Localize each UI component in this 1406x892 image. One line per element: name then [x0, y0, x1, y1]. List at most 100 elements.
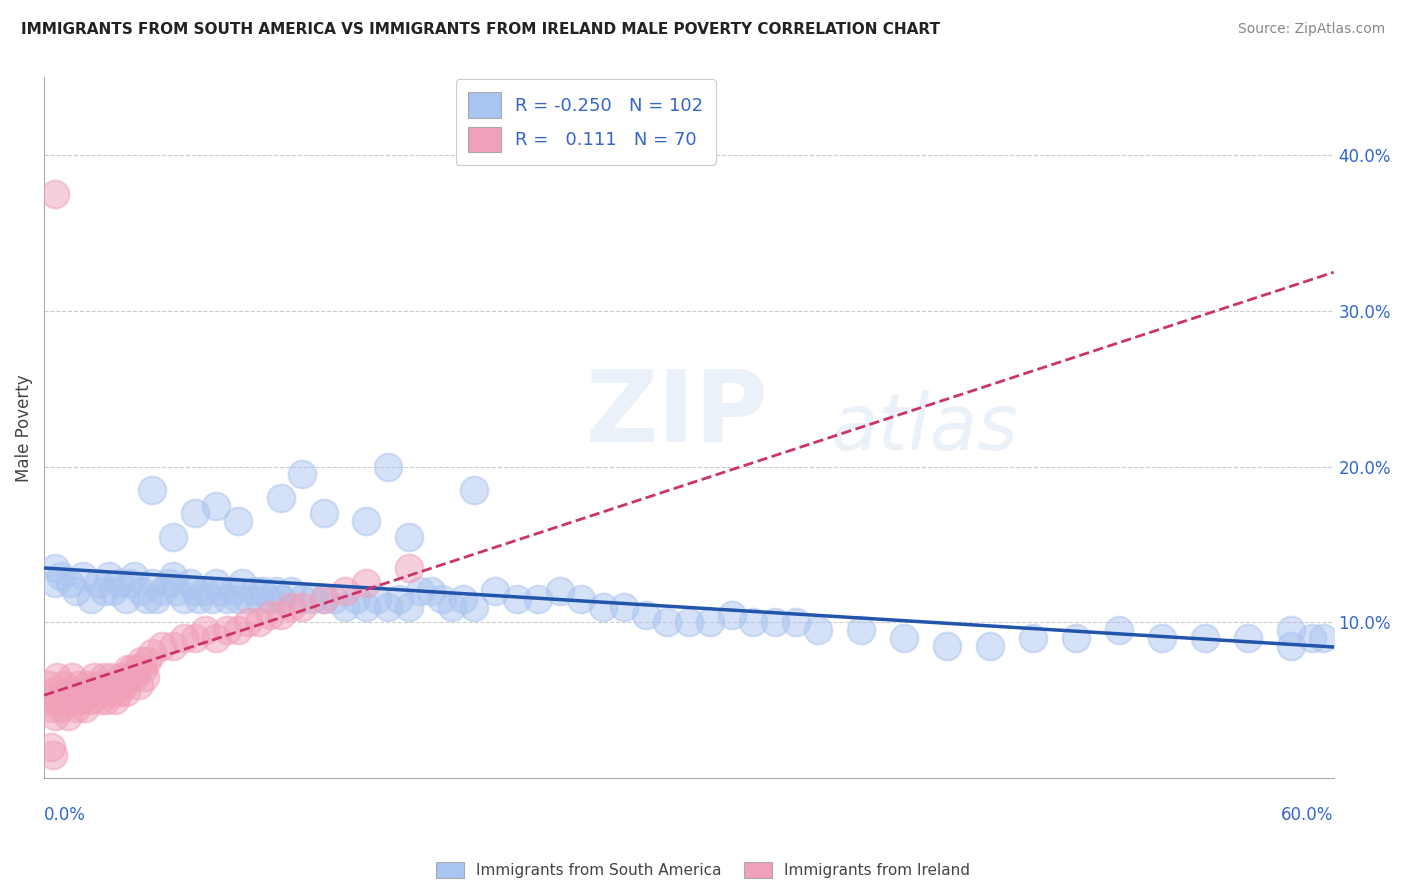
Point — [238, 591, 260, 606]
Point — [39, 739, 62, 754]
Point — [807, 623, 830, 637]
Point — [51, 701, 73, 715]
Point — [333, 599, 356, 614]
Legend: Immigrants from South America, Immigrants from Ireland: Immigrants from South America, Immigrant… — [430, 856, 976, 884]
Point — [592, 599, 614, 614]
Point — [44, 576, 66, 591]
Point — [69, 693, 91, 707]
Point — [150, 584, 173, 599]
Point — [80, 591, 103, 606]
Point — [430, 591, 453, 606]
Point — [96, 693, 118, 707]
Point — [356, 576, 378, 591]
Point — [226, 514, 249, 528]
Point — [441, 599, 464, 614]
Text: Source: ZipAtlas.com: Source: ZipAtlas.com — [1237, 22, 1385, 37]
Point — [46, 670, 69, 684]
Point — [247, 615, 270, 630]
Point — [657, 615, 679, 630]
Point — [215, 591, 238, 606]
Point — [41, 747, 63, 762]
Point — [247, 591, 270, 606]
Point — [141, 647, 163, 661]
Point — [209, 584, 232, 599]
Point — [150, 639, 173, 653]
Point — [571, 591, 593, 606]
Point — [259, 607, 281, 622]
Point — [231, 576, 253, 591]
Point — [527, 591, 550, 606]
Point — [67, 677, 90, 691]
Point — [173, 631, 195, 645]
Point — [270, 591, 292, 606]
Point — [48, 693, 70, 707]
Point — [65, 584, 87, 599]
Point — [136, 591, 159, 606]
Point — [205, 499, 228, 513]
Point — [55, 685, 77, 699]
Point — [377, 599, 399, 614]
Point — [120, 576, 142, 591]
Point — [1279, 639, 1302, 653]
Point — [280, 599, 302, 614]
Point — [1108, 623, 1130, 637]
Point — [145, 591, 167, 606]
Point — [420, 584, 443, 599]
Point — [463, 599, 485, 614]
Text: atlas: atlas — [831, 390, 1018, 466]
Point — [84, 685, 107, 699]
Point — [114, 591, 136, 606]
Point — [100, 670, 122, 684]
Point — [162, 530, 184, 544]
Point — [252, 584, 274, 599]
Point — [409, 584, 432, 599]
Point — [83, 670, 105, 684]
Point — [51, 568, 73, 582]
Point — [301, 591, 323, 606]
Point — [124, 568, 146, 582]
Point — [398, 561, 420, 575]
Point — [114, 685, 136, 699]
Point — [270, 491, 292, 505]
Point — [63, 685, 86, 699]
Point — [72, 568, 94, 582]
Text: 60.0%: 60.0% — [1281, 806, 1334, 824]
Text: ZIP: ZIP — [586, 365, 769, 462]
Point — [388, 591, 411, 606]
Point — [678, 615, 700, 630]
Point — [893, 631, 915, 645]
Point — [132, 662, 155, 676]
Point — [141, 483, 163, 497]
Point — [1312, 631, 1334, 645]
Point — [398, 530, 420, 544]
Point — [1301, 631, 1323, 645]
Point — [39, 701, 62, 715]
Point — [291, 591, 314, 606]
Point — [35, 693, 58, 707]
Point — [117, 662, 139, 676]
Point — [1064, 631, 1087, 645]
Point — [238, 615, 260, 630]
Point — [134, 670, 156, 684]
Point — [104, 693, 127, 707]
Point — [59, 693, 82, 707]
Point — [333, 584, 356, 599]
Point — [162, 568, 184, 582]
Point — [699, 615, 721, 630]
Point — [97, 677, 120, 691]
Point — [44, 187, 66, 202]
Point — [56, 708, 79, 723]
Point — [60, 670, 83, 684]
Point — [97, 568, 120, 582]
Point — [157, 576, 180, 591]
Point — [243, 584, 266, 599]
Point — [52, 677, 75, 691]
Point — [72, 685, 94, 699]
Point — [451, 591, 474, 606]
Point — [291, 467, 314, 482]
Point — [37, 677, 59, 691]
Point — [128, 677, 150, 691]
Point — [187, 591, 209, 606]
Point — [979, 639, 1001, 653]
Point — [721, 607, 744, 622]
